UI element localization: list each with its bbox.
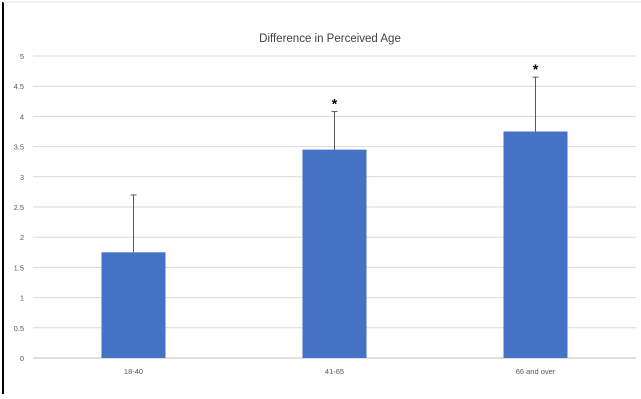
x-tick-label: 18-40 bbox=[124, 367, 143, 376]
y-tick-label: 2.5 bbox=[14, 203, 24, 212]
x-tick-label: 41-65 bbox=[325, 367, 344, 376]
chart-title: Difference in Perceived Age bbox=[259, 33, 401, 45]
significance-markers: ** bbox=[332, 61, 539, 111]
bar bbox=[302, 149, 367, 358]
error-bars bbox=[130, 76, 539, 253]
error-bar bbox=[130, 194, 137, 253]
y-tick-label: 4.5 bbox=[14, 82, 24, 91]
y-tick-label: 5 bbox=[20, 52, 24, 61]
y-tick-label: 0.5 bbox=[14, 324, 24, 333]
y-tick-label: 2 bbox=[20, 233, 24, 242]
bar bbox=[101, 252, 166, 358]
y-tick-label: 3.5 bbox=[14, 143, 24, 152]
y-tick-label: 4 bbox=[20, 112, 24, 121]
error-bar bbox=[532, 76, 539, 132]
y-tick-label: 1 bbox=[20, 294, 24, 303]
bar bbox=[503, 131, 568, 358]
x-tick-label: 66 and over bbox=[516, 367, 556, 376]
significance-asterisk: * bbox=[332, 96, 338, 112]
y-axis-tick-labels: 0 0.5 1 1.5 2 2.5 3 3.5 4 4.5 5 bbox=[14, 52, 24, 363]
significance-asterisk: * bbox=[533, 61, 539, 77]
x-axis-tick-labels: 18-40 41-65 66 and over bbox=[124, 367, 556, 376]
bars bbox=[101, 131, 568, 358]
y-tick-label: 3 bbox=[20, 173, 24, 182]
error-bar bbox=[331, 111, 338, 150]
y-tick-label: 1.5 bbox=[14, 263, 24, 272]
y-tick-label: 0 bbox=[20, 354, 24, 363]
